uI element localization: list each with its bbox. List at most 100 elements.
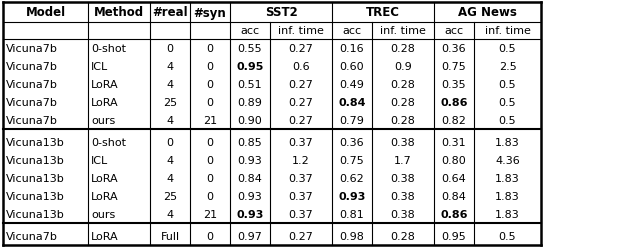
Text: 0.97: 0.97 <box>237 231 262 241</box>
Text: Vicuna7b: Vicuna7b <box>6 98 58 108</box>
Text: 0.84: 0.84 <box>339 98 365 108</box>
Text: 1.7: 1.7 <box>394 156 412 165</box>
Text: 0: 0 <box>166 138 173 147</box>
Text: 0.93: 0.93 <box>237 156 262 165</box>
Text: 0: 0 <box>207 44 214 54</box>
Text: ours: ours <box>91 116 115 126</box>
Text: 0.36: 0.36 <box>340 138 364 147</box>
Text: 0.93: 0.93 <box>236 209 264 219</box>
Text: 0.98: 0.98 <box>340 231 364 241</box>
Text: 0.38: 0.38 <box>390 191 415 201</box>
Text: Vicuna7b: Vicuna7b <box>6 62 58 72</box>
Text: 0: 0 <box>207 231 214 241</box>
Text: 0: 0 <box>166 44 173 54</box>
Text: acc: acc <box>342 26 362 36</box>
Text: ours: ours <box>91 209 115 219</box>
Text: 25: 25 <box>163 191 177 201</box>
Text: ICL: ICL <box>91 156 108 165</box>
Text: 0.51: 0.51 <box>237 80 262 90</box>
Text: 0.5: 0.5 <box>499 231 516 241</box>
Text: 4: 4 <box>166 156 173 165</box>
Text: TREC: TREC <box>366 6 400 20</box>
Text: 0.90: 0.90 <box>237 116 262 126</box>
Text: 0.28: 0.28 <box>390 80 415 90</box>
Text: 0.28: 0.28 <box>390 44 415 54</box>
Text: 0.38: 0.38 <box>390 173 415 183</box>
Text: Vicuna13b: Vicuna13b <box>6 209 65 219</box>
Text: Vicuna13b: Vicuna13b <box>6 191 65 201</box>
Text: Vicuna13b: Vicuna13b <box>6 173 65 183</box>
Text: 0.85: 0.85 <box>237 138 262 147</box>
Text: 0.36: 0.36 <box>442 44 467 54</box>
Text: Vicuna7b: Vicuna7b <box>6 116 58 126</box>
Text: acc: acc <box>241 26 260 36</box>
Text: 0: 0 <box>207 62 214 72</box>
Text: 0.31: 0.31 <box>442 138 467 147</box>
Text: LoRA: LoRA <box>91 173 118 183</box>
Text: 0.27: 0.27 <box>289 231 314 241</box>
Text: 0.5: 0.5 <box>499 44 516 54</box>
Text: ICL: ICL <box>91 62 108 72</box>
Text: 0-shot: 0-shot <box>91 44 126 54</box>
Text: 0.49: 0.49 <box>340 80 364 90</box>
Text: 0.27: 0.27 <box>289 116 314 126</box>
Text: acc: acc <box>444 26 463 36</box>
Text: 2.5: 2.5 <box>499 62 516 72</box>
Text: 21: 21 <box>203 209 217 219</box>
Text: 0.37: 0.37 <box>289 191 314 201</box>
Text: 0.5: 0.5 <box>499 80 516 90</box>
Text: 0.84: 0.84 <box>442 191 467 201</box>
Text: 0.62: 0.62 <box>340 173 364 183</box>
Text: 0.86: 0.86 <box>440 209 468 219</box>
Text: 4: 4 <box>166 80 173 90</box>
Text: 0.75: 0.75 <box>340 156 364 165</box>
Text: 0.86: 0.86 <box>440 98 468 108</box>
Text: LoRA: LoRA <box>91 231 118 241</box>
Text: 0.82: 0.82 <box>442 116 467 126</box>
Text: 0: 0 <box>207 98 214 108</box>
Text: 0-shot: 0-shot <box>91 138 126 147</box>
Text: Vicuna13b: Vicuna13b <box>6 156 65 165</box>
Text: LoRA: LoRA <box>91 80 118 90</box>
Text: 0.64: 0.64 <box>442 173 467 183</box>
Text: 0.38: 0.38 <box>390 209 415 219</box>
Text: 0: 0 <box>207 191 214 201</box>
Text: 0: 0 <box>207 80 214 90</box>
Text: inf. time: inf. time <box>484 26 531 36</box>
Text: 1.83: 1.83 <box>495 138 520 147</box>
Text: 0.28: 0.28 <box>390 116 415 126</box>
Text: 0: 0 <box>207 138 214 147</box>
Text: 0.95: 0.95 <box>442 231 467 241</box>
Text: 0: 0 <box>207 173 214 183</box>
Text: 0.16: 0.16 <box>340 44 364 54</box>
Text: 0.37: 0.37 <box>289 209 314 219</box>
Text: 4.36: 4.36 <box>495 156 520 165</box>
Text: AG News: AG News <box>458 6 517 20</box>
Text: 0.93: 0.93 <box>237 191 262 201</box>
Text: 0.55: 0.55 <box>237 44 262 54</box>
Text: 4: 4 <box>166 209 173 219</box>
Text: Vicuna13b: Vicuna13b <box>6 138 65 147</box>
Text: #real: #real <box>152 6 188 20</box>
Text: LoRA: LoRA <box>91 191 118 201</box>
Text: 0.80: 0.80 <box>442 156 467 165</box>
Text: 1.83: 1.83 <box>495 209 520 219</box>
Text: 0.60: 0.60 <box>340 62 364 72</box>
Text: inf. time: inf. time <box>278 26 324 36</box>
Text: 0.89: 0.89 <box>237 98 262 108</box>
Text: 0.27: 0.27 <box>289 98 314 108</box>
Text: Vicuna7b: Vicuna7b <box>6 231 58 241</box>
Text: inf. time: inf. time <box>380 26 426 36</box>
Text: 1.2: 1.2 <box>292 156 310 165</box>
Text: 0.9: 0.9 <box>394 62 412 72</box>
Text: 0.37: 0.37 <box>289 138 314 147</box>
Text: 0.6: 0.6 <box>292 62 310 72</box>
Text: 0.27: 0.27 <box>289 80 314 90</box>
Text: LoRA: LoRA <box>91 98 118 108</box>
Text: 0.27: 0.27 <box>289 44 314 54</box>
Text: 1.83: 1.83 <box>495 191 520 201</box>
Text: 1.83: 1.83 <box>495 173 520 183</box>
Text: Vicuna7b: Vicuna7b <box>6 44 58 54</box>
Text: 0.5: 0.5 <box>499 98 516 108</box>
Text: 0.37: 0.37 <box>289 173 314 183</box>
